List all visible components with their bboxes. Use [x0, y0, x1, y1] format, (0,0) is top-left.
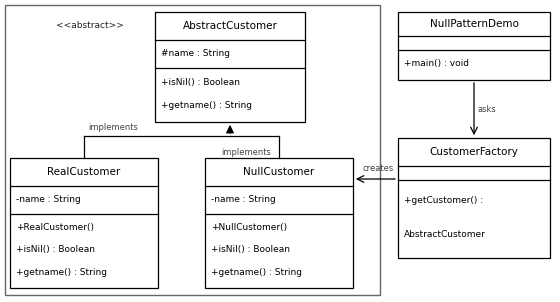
Text: +NullCustomer(): +NullCustomer(): [211, 223, 287, 232]
Text: implements: implements: [221, 148, 271, 157]
Text: +getname() : String: +getname() : String: [211, 268, 302, 277]
Text: -name : String: -name : String: [16, 195, 81, 204]
Text: NullPatternDemo: NullPatternDemo: [430, 19, 519, 29]
Bar: [205, 158, 353, 288]
Text: AbstractCustomer: AbstractCustomer: [183, 21, 277, 31]
Text: +isNil() : Boolean: +isNil() : Boolean: [16, 246, 95, 254]
Bar: [10, 158, 158, 288]
Text: +RealCustomer(): +RealCustomer(): [16, 223, 94, 232]
Text: -name : String: -name : String: [211, 195, 276, 204]
Text: <<abstract>>: <<abstract>>: [56, 21, 124, 30]
Bar: [398, 12, 550, 80]
Text: implements: implements: [88, 123, 138, 132]
Text: +isNil() : Boolean: +isNil() : Boolean: [211, 246, 290, 254]
Text: NullCustomer: NullCustomer: [244, 167, 315, 177]
Text: +getCustomer() :: +getCustomer() :: [404, 196, 483, 205]
Bar: [5, 5, 380, 295]
Bar: [398, 138, 550, 258]
Text: +isNil() : Boolean: +isNil() : Boolean: [161, 78, 240, 87]
Text: #name : String: #name : String: [161, 50, 230, 59]
Text: creates: creates: [363, 164, 394, 173]
Text: RealCustomer: RealCustomer: [48, 167, 120, 177]
Bar: [155, 12, 305, 122]
Text: AbstractCustomer: AbstractCustomer: [404, 230, 486, 239]
Text: asks: asks: [478, 104, 497, 114]
Text: +getname() : String: +getname() : String: [161, 101, 252, 110]
Text: +main() : void: +main() : void: [404, 59, 469, 68]
Text: CustomerFactory: CustomerFactory: [430, 147, 519, 157]
Text: +getname() : String: +getname() : String: [16, 268, 107, 277]
